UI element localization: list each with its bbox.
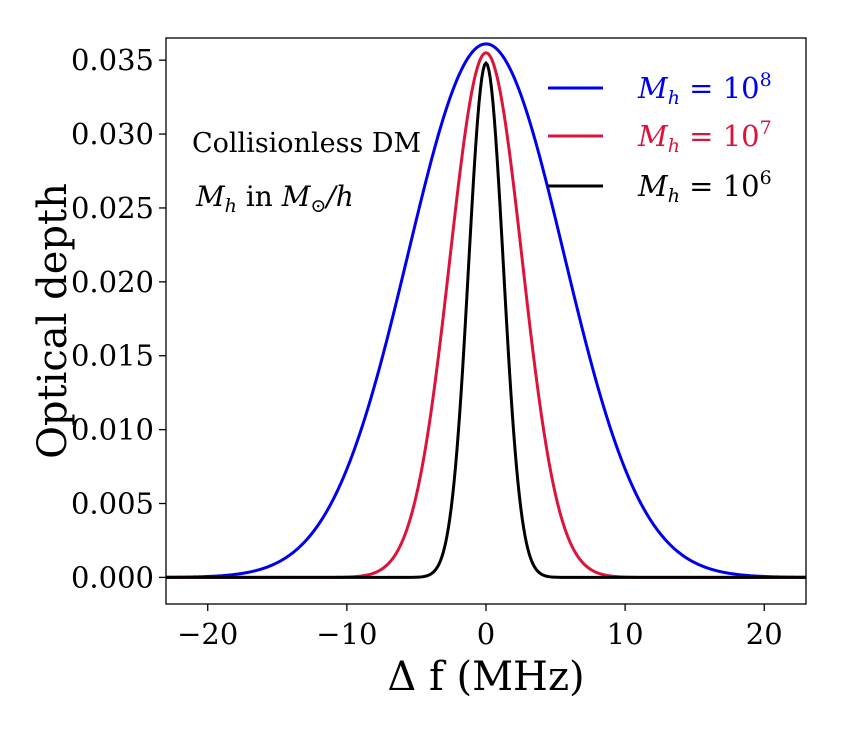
- legend-item-1e8: Mh = 108: [548, 69, 772, 109]
- legend-item-1e6: Mh = 106: [548, 167, 772, 207]
- x-tick-label: −10: [316, 617, 377, 651]
- legend-label-1e8: Mh = 108: [637, 69, 772, 109]
- y-tick-label: 0.000: [71, 560, 154, 594]
- x-tick-label: −20: [177, 617, 238, 651]
- annotation-sun-subscript: ⊙: [310, 195, 326, 217]
- y-tick-label: 0.030: [71, 117, 154, 151]
- series-curves: [165, 42, 807, 579]
- x-tick-label: 0: [477, 617, 495, 651]
- y-tick-label: 0.010: [71, 413, 154, 447]
- y-tick-label: 0.015: [71, 339, 154, 373]
- legend-label-1e7: Mh = 107: [637, 117, 772, 157]
- annotation-mass-symbol: M: [195, 180, 226, 213]
- x-axis-ticks: −20 −10 0 10 20: [177, 604, 783, 651]
- legend-label-1e6: Mh = 106: [637, 167, 772, 207]
- annotation-mass-subscript: h: [225, 195, 237, 217]
- series-line-0: [165, 42, 807, 579]
- y-tick-label: 0.020: [71, 265, 154, 299]
- annotation-in-text: in: [237, 180, 282, 213]
- x-tick-label: 10: [607, 617, 644, 651]
- y-tick-label: 0.005: [71, 487, 154, 521]
- x-tick-label: 20: [746, 617, 783, 651]
- y-tick-label: 0.035: [71, 43, 154, 77]
- legend: Mh = 108 Mh = 107 Mh = 106: [548, 69, 772, 207]
- legend-item-1e7: Mh = 107: [548, 117, 772, 157]
- y-axis-label: Optical depth: [30, 183, 76, 459]
- y-tick-label: 0.025: [71, 191, 154, 225]
- annotation-mass-units: Mh in M⊙/h: [195, 180, 354, 217]
- x-axis-label: Δ f (MHz): [387, 654, 584, 700]
- annotation-unit-tail: /h: [323, 180, 353, 213]
- series-line-2: [166, 60, 806, 579]
- annotation-unit-symbol: M: [281, 180, 312, 213]
- annotation-collisionless-dm: Collisionless DM: [192, 128, 421, 159]
- y-axis-ticks: 0.000 0.005 0.010 0.015 0.020 0.025 0.030 0.035: [71, 43, 166, 594]
